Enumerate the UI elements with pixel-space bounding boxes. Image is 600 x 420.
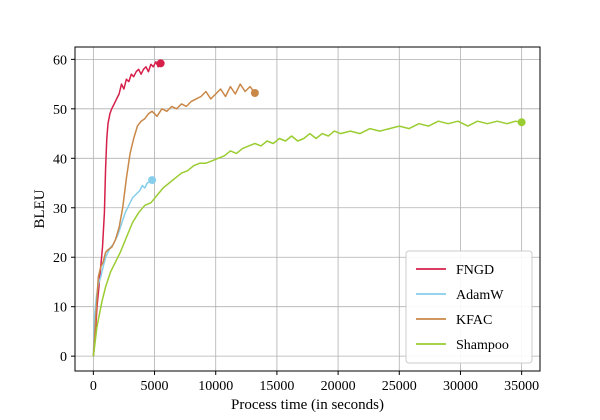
legend-label-shampoo: Shampoo <box>456 338 509 353</box>
legend-label-adamw: AdamW <box>456 288 504 303</box>
series-line-fngd <box>92 61 162 357</box>
x-tick-label: 35000 <box>504 379 539 394</box>
y-tick-label: 0 <box>60 350 67 365</box>
series-end-marker-shampoo <box>517 118 526 127</box>
y-tick-label: 50 <box>53 103 67 118</box>
x-tick-label: 20000 <box>321 379 356 394</box>
legend-box <box>405 250 533 364</box>
series-line-kfac <box>92 83 256 357</box>
x-tick-label: 25000 <box>382 379 417 394</box>
legend-label-kfac: KFAC <box>456 313 492 328</box>
series-layer <box>92 59 526 357</box>
y-tick-label: 40 <box>53 152 67 167</box>
y-tick-label: 30 <box>53 202 67 217</box>
plot-frame <box>74 46 541 372</box>
y-axis-label: BLEU <box>32 189 48 228</box>
x-tick-label: 30000 <box>443 379 478 394</box>
series-end-marker-kfac <box>250 89 259 98</box>
x-tick-label: 5000 <box>141 379 169 394</box>
x-axis-label: Process time (in seconds) <box>231 397 384 413</box>
series-end-marker-fngd <box>156 59 165 68</box>
grid-lines <box>75 47 540 371</box>
x-tick-label: 0 <box>90 379 97 394</box>
x-tick-label: 10000 <box>198 379 233 394</box>
y-tick-label: 60 <box>53 53 67 68</box>
legend: FNGD AdamW KFAC Shampoo <box>405 250 533 364</box>
axis-ticks: 0 5000 10000 15000 20000 25000 30000 35000 0 10 20… <box>53 53 539 394</box>
y-tick-label: 20 <box>53 251 67 266</box>
series-end-marker-adamw <box>148 176 157 185</box>
series-line-shampoo <box>92 120 522 357</box>
y-tick-label: 10 <box>53 301 67 316</box>
series-line-adamw <box>92 179 153 357</box>
x-tick-label: 15000 <box>259 379 294 394</box>
legend-label-fngd: FNGD <box>456 263 494 278</box>
